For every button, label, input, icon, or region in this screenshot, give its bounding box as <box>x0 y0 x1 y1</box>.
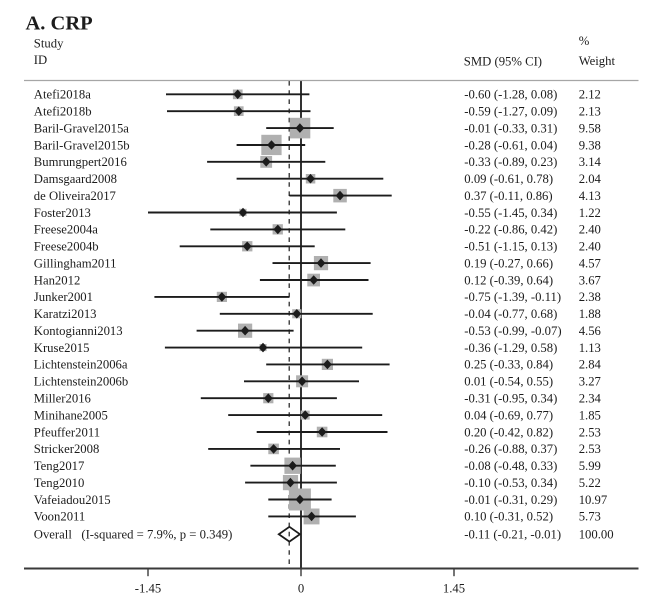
svg-text:0: 0 <box>298 582 304 596</box>
svg-text:Baril-Gravel2015a: Baril-Gravel2015a <box>34 121 129 135</box>
svg-text:1.45: 1.45 <box>443 582 465 596</box>
svg-text:Miller2016: Miller2016 <box>34 392 91 406</box>
svg-text:Voon2011: Voon2011 <box>34 510 85 524</box>
svg-text:4.13: 4.13 <box>579 189 601 203</box>
svg-text:Pfeuffer2011: Pfeuffer2011 <box>34 425 100 439</box>
svg-text:-0.51 (-1.15, 0.13): -0.51 (-1.15, 0.13) <box>464 240 557 254</box>
svg-text:-0.01 (-0.31, 0.29): -0.01 (-0.31, 0.29) <box>464 493 557 507</box>
svg-text:-0.33 (-0.89, 0.23): -0.33 (-0.89, 0.23) <box>464 155 557 169</box>
svg-text:0.04 (-0.69, 0.77): 0.04 (-0.69, 0.77) <box>464 408 553 422</box>
svg-text:Kontogianni2013: Kontogianni2013 <box>34 324 123 338</box>
svg-text:Teng2017: Teng2017 <box>34 459 85 473</box>
svg-text:-0.75 (-1.39, -0.11): -0.75 (-1.39, -0.11) <box>464 290 561 304</box>
svg-text:3.14: 3.14 <box>579 155 602 169</box>
svg-text:Freese2004b: Freese2004b <box>34 240 99 254</box>
svg-text:0.09 (-0.61, 0.78): 0.09 (-0.61, 0.78) <box>464 172 553 186</box>
svg-text:0.19 (-0.27, 0.66): 0.19 (-0.27, 0.66) <box>464 256 553 270</box>
svg-text:Junker2001: Junker2001 <box>34 290 93 304</box>
svg-text:5.73: 5.73 <box>579 510 601 524</box>
svg-text:ID: ID <box>34 53 47 67</box>
svg-text:2.84: 2.84 <box>579 358 602 372</box>
svg-text:Weight: Weight <box>579 54 616 68</box>
svg-text:-0.36 (-1.29, 0.58): -0.36 (-1.29, 0.58) <box>464 341 557 355</box>
svg-text:-0.22 (-0.86, 0.42): -0.22 (-0.86, 0.42) <box>464 223 557 237</box>
svg-text:5.22: 5.22 <box>579 476 601 490</box>
svg-text:2.04: 2.04 <box>579 172 602 186</box>
svg-text:Han2012: Han2012 <box>34 273 81 287</box>
svg-text:Foster2013: Foster2013 <box>34 206 91 220</box>
svg-text:10.97: 10.97 <box>579 493 608 507</box>
svg-text:0.25 (-0.33, 0.84): 0.25 (-0.33, 0.84) <box>464 358 553 372</box>
svg-text:Lichtenstein2006a: Lichtenstein2006a <box>34 358 128 372</box>
svg-text:-0.59 (-1.27, 0.09): -0.59 (-1.27, 0.09) <box>464 104 557 118</box>
svg-text:Kruse2015: Kruse2015 <box>34 341 90 355</box>
svg-text:2.53: 2.53 <box>579 442 601 456</box>
svg-text:Teng2010: Teng2010 <box>34 476 85 490</box>
svg-text:-0.60 (-1.28, 0.08): -0.60 (-1.28, 0.08) <box>464 88 557 102</box>
svg-text:Lichtenstein2006b: Lichtenstein2006b <box>34 375 128 389</box>
svg-text:Freese2004a: Freese2004a <box>34 223 98 237</box>
svg-text:-0.08 (-0.48, 0.33): -0.08 (-0.48, 0.33) <box>464 459 557 473</box>
svg-text:-0.11 (-0.21, -0.01): -0.11 (-0.21, -0.01) <box>464 528 561 542</box>
svg-text:4.56: 4.56 <box>579 324 601 338</box>
svg-text:0.12 (-0.39, 0.64): 0.12 (-0.39, 0.64) <box>464 273 553 287</box>
svg-text:0.01 (-0.54, 0.55): 0.01 (-0.54, 0.55) <box>464 375 553 389</box>
svg-text:-0.31 (-0.95, 0.34): -0.31 (-0.95, 0.34) <box>464 392 557 406</box>
svg-text:Bumrungpert2016: Bumrungpert2016 <box>34 155 127 169</box>
svg-text:5.99: 5.99 <box>579 459 601 473</box>
svg-text:2.40: 2.40 <box>579 223 601 237</box>
svg-text:100.00: 100.00 <box>579 528 614 542</box>
svg-text:A. CRP: A. CRP <box>26 13 93 35</box>
svg-text:Gillingham2011: Gillingham2011 <box>34 256 117 270</box>
svg-text:-0.53 (-0.99, -0.07): -0.53 (-0.99, -0.07) <box>464 324 561 338</box>
svg-text:Karatzi2013: Karatzi2013 <box>34 307 97 321</box>
svg-text:-0.10 (-0.53, 0.34): -0.10 (-0.53, 0.34) <box>464 476 557 490</box>
svg-text:-0.01 (-0.33, 0.31): -0.01 (-0.33, 0.31) <box>464 121 557 135</box>
svg-text:Minihane2005: Minihane2005 <box>34 408 108 422</box>
svg-text:9.38: 9.38 <box>579 138 601 152</box>
svg-text:Damsgaard2008: Damsgaard2008 <box>34 172 117 186</box>
svg-text:2.12: 2.12 <box>579 88 601 102</box>
svg-text:-0.04 (-0.77, 0.68): -0.04 (-0.77, 0.68) <box>464 307 557 321</box>
svg-text:1.85: 1.85 <box>579 408 601 422</box>
svg-text:1.22: 1.22 <box>579 206 601 220</box>
svg-text:4.57: 4.57 <box>579 256 601 270</box>
svg-text:1.88: 1.88 <box>579 307 601 321</box>
svg-text:-1.45: -1.45 <box>135 582 161 596</box>
svg-text:Atefi2018a: Atefi2018a <box>34 88 91 102</box>
svg-text:3.67: 3.67 <box>579 273 601 287</box>
svg-text:3.27: 3.27 <box>579 375 601 389</box>
svg-text:2.38: 2.38 <box>579 290 601 304</box>
svg-text:de Oliveira2017: de Oliveira2017 <box>34 189 116 203</box>
svg-text:0.10 (-0.31, 0.52): 0.10 (-0.31, 0.52) <box>464 510 553 524</box>
svg-text:Atefi2018b: Atefi2018b <box>34 104 92 118</box>
svg-text:Overall (I-squared = 7.9%, p: Overall (I-squared = 7.9%, p = 0.349) <box>34 528 233 542</box>
svg-text:2.53: 2.53 <box>579 425 601 439</box>
svg-text:SMD (95% CI): SMD (95% CI) <box>464 55 542 69</box>
svg-text:2.40: 2.40 <box>579 240 601 254</box>
svg-text:2.13: 2.13 <box>579 104 601 118</box>
svg-text:1.13: 1.13 <box>579 341 601 355</box>
svg-text:%: % <box>579 34 590 48</box>
svg-text:0.37 (-0.11, 0.86): 0.37 (-0.11, 0.86) <box>464 189 552 203</box>
svg-text:9.58: 9.58 <box>579 121 601 135</box>
svg-text:Vafeiadou2015: Vafeiadou2015 <box>34 493 111 507</box>
svg-text:Study: Study <box>34 37 64 51</box>
svg-text:Baril-Gravel2015b: Baril-Gravel2015b <box>34 138 130 152</box>
svg-text:0.20 (-0.42, 0.82): 0.20 (-0.42, 0.82) <box>464 425 553 439</box>
svg-text:2.34: 2.34 <box>579 392 602 406</box>
svg-text:-0.26 (-0.88, 0.37): -0.26 (-0.88, 0.37) <box>464 442 557 456</box>
svg-text:Stricker2008: Stricker2008 <box>34 442 100 456</box>
svg-text:-0.55 (-1.45, 0.34): -0.55 (-1.45, 0.34) <box>464 206 557 220</box>
svg-text:-0.28 (-0.61, 0.04): -0.28 (-0.61, 0.04) <box>464 138 557 152</box>
